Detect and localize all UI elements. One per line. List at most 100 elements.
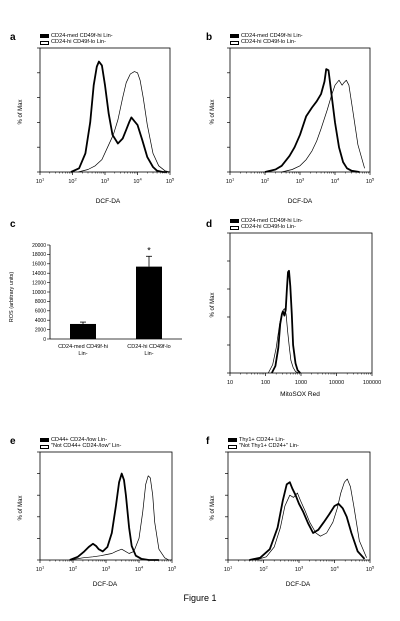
legend-swatch: [40, 438, 49, 443]
x-tick-label: 104: [331, 177, 340, 186]
legend-item: CD24-med CD49f-hi Lin-: [230, 33, 303, 39]
legend-swatch: [40, 444, 49, 449]
x-tick-label: 101: [36, 177, 45, 186]
panel-label: b: [206, 32, 213, 43]
legend: CD44+ CD24-/low Lin- "Not CD44+ CD24-/lo…: [40, 437, 121, 450]
x-tick-label: 101: [224, 565, 233, 574]
x-tick-label: 105: [366, 177, 375, 186]
histogram-chart: % of Max DCF-DA 101 102 103 104 105: [18, 47, 175, 205]
plot-frame: [227, 451, 371, 561]
x-category-label: Lin-: [144, 351, 153, 357]
bar: [136, 266, 162, 339]
legend-label: CD24-hi CD49f-lo Lin-: [241, 224, 297, 231]
histogram-series-solid: [270, 269, 301, 374]
legend-swatch: [230, 225, 239, 230]
panel-f: f % of Max DCF-DA 101 102 103 104 105 Thy1+ …: [200, 400, 400, 590]
panel-d: d % of Max MitoSOX Red 10 100 1000 10000 100…: [200, 205, 400, 400]
y-axis-label: % of Max: [18, 495, 24, 520]
histogram-chart: % of Max DCF-DA 101 102 103 104 105: [210, 451, 375, 588]
histogram-series-open: [78, 71, 171, 173]
x-tick-label: 103: [102, 565, 111, 574]
legend-label: "Not Thy1+ CD24+" Lin-: [239, 443, 299, 450]
y-tick-label: 16000: [32, 262, 46, 268]
histogram-chart: % of Max DCF-DA 101 102 103 104 105: [210, 47, 375, 205]
x-tick-label: 102: [69, 565, 78, 574]
y-tick-label: 6000: [35, 309, 46, 315]
y-tick-label: 2000: [35, 327, 46, 333]
legend-swatch: [228, 444, 237, 449]
x-tick-label: 100000: [363, 380, 381, 386]
legend: CD24-med CD49f-hi Lin- CD24-hi CD49f-lo …: [230, 218, 303, 231]
x-tick-label: 101: [36, 565, 45, 574]
x-tick-label: 105: [366, 565, 375, 574]
legend-label: CD24-med CD49f-hi Lin-: [241, 218, 303, 224]
histogram-series-solid: [70, 60, 167, 173]
x-axis-label: DCF-DA: [96, 198, 121, 205]
legend-swatch: [40, 40, 49, 45]
panel-label: a: [10, 32, 16, 43]
y-tick-label: 20000: [32, 243, 46, 249]
histogram-series-open: [255, 478, 367, 561]
plot-frame: [229, 47, 371, 173]
plot-frame: [39, 451, 173, 561]
significance-marker: *: [147, 245, 151, 255]
legend-swatch: [230, 219, 239, 224]
legend-label: "Not CD44+ CD24-/low" Lin-: [51, 443, 122, 450]
bar: [70, 323, 96, 339]
legend-item: Thy1+ CD24+ Lin-: [228, 437, 299, 443]
x-tick-label: 105: [168, 565, 177, 574]
legend-swatch: [40, 34, 49, 39]
histogram-series-solid: [249, 481, 366, 561]
y-tick-label: 12000: [32, 280, 46, 286]
x-tick-label: 104: [135, 565, 144, 574]
legend-label: CD44+ CD24-/low Lin-: [51, 437, 108, 443]
panel-c: c ROS (arbitrary units) 0 2000 4000 6000 800…: [0, 205, 200, 400]
x-category-label: Lin-: [78, 351, 87, 357]
legend: Thy1+ CD24+ Lin- "Not Thy1+ CD24+" Lin-: [228, 437, 299, 450]
y-axis-label: % of Max: [210, 99, 216, 124]
legend-item: CD24-hi CD49f-lo Lin-: [40, 39, 113, 45]
x-tick-label: 103: [101, 177, 110, 186]
y-tick-label: 8000: [35, 299, 46, 305]
y-axis-label: % of Max: [210, 495, 216, 520]
x-axis-label: DCF-DA: [93, 581, 118, 588]
x-tick-label: 100: [261, 380, 270, 386]
legend-label: CD24-med CD49f-hi Lin-: [241, 33, 303, 39]
histogram-series-open: [281, 79, 365, 173]
legend-label: CD24-hi CD49f-lo Lin-: [51, 39, 107, 46]
y-tick-label: 10000: [32, 290, 46, 296]
x-tick-label: 102: [259, 565, 268, 574]
figure-caption: Figure 1: [183, 593, 217, 603]
panel-a: a % of Max DCF-DA 101 102 103 104 105 CD24-m…: [0, 0, 200, 205]
panel-label: e: [10, 436, 16, 447]
y-tick-label: 4000: [35, 318, 46, 324]
legend-label: CD24-med CD49f-hi Lin-: [51, 33, 113, 39]
panel-label: f: [206, 436, 210, 447]
x-tick-label: 102: [68, 177, 77, 186]
plot-frame: [229, 232, 373, 374]
legend-item: "Not Thy1+ CD24+" Lin-: [228, 443, 299, 449]
x-axis-label: DCF-DA: [286, 581, 311, 588]
x-tick-label: 10000: [329, 380, 344, 386]
legend-item: "Not CD44+ CD24-/low" Lin-: [40, 443, 121, 449]
histogram-series-solid: [264, 68, 360, 173]
y-tick-label: 18000: [32, 252, 46, 258]
histogram-series-open: [69, 475, 169, 561]
legend-swatch: [228, 438, 237, 443]
legend: CD24-med CD49f-hi Lin- CD24-hi CD49f-lo …: [40, 33, 113, 46]
histogram-chart: % of Max MitoSOX Red 10 100 1000 10000 10000…: [210, 232, 381, 398]
panel-e: e % of Max DCF-DA 101 102 103 104 105 CD44+ …: [0, 400, 200, 590]
legend-swatch: [230, 34, 239, 39]
x-tick-label: 102: [261, 177, 270, 186]
bar-chart: ROS (arbitrary units) 0 2000 4000 6000 8000 1…: [9, 243, 182, 357]
panel-b: b % of Max DCF-DA 101 102 103 104 105 CD24-m…: [200, 0, 400, 205]
legend-label: Thy1+ CD24+ Lin-: [239, 437, 285, 443]
x-tick-label: 1000: [295, 380, 307, 386]
panel-label: d: [206, 219, 213, 230]
x-category-label: CD24-med CD49f-hi: [58, 344, 108, 350]
x-axis-label: DCF-DA: [288, 198, 313, 205]
x-tick-label: 103: [295, 565, 304, 574]
x-axis-label: MitoSOX Red: [280, 391, 320, 398]
histogram-series-open: [267, 308, 299, 374]
legend-label: CD24-hi CD49f-lo Lin-: [241, 39, 297, 46]
